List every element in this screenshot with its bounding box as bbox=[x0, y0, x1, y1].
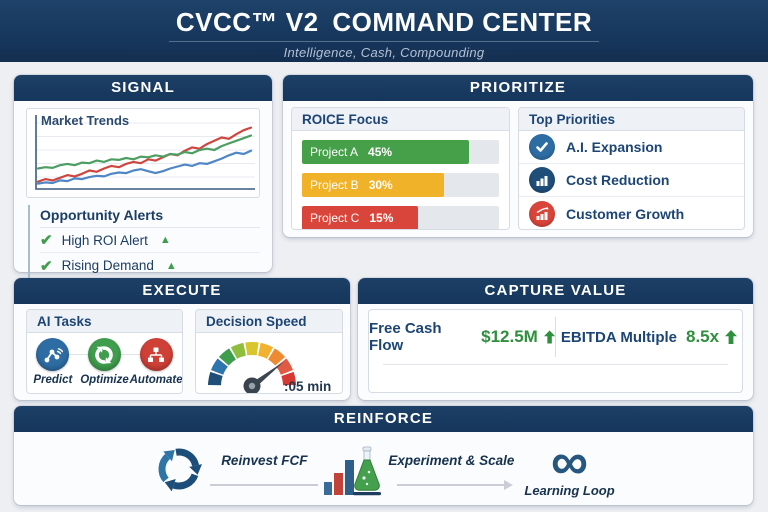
prioritize-panel-header: PRIORITIZE bbox=[283, 75, 753, 101]
ai-tasks-row: Predict Optimize bbox=[27, 333, 182, 386]
network-icon bbox=[36, 338, 70, 371]
recycle-icon bbox=[87, 338, 121, 371]
opportunity-alerts: Opportunity Alerts ✔ High ROI Alert ▲ ✔ … bbox=[28, 205, 260, 278]
ai-task-label: Automate bbox=[129, 374, 183, 386]
priority-label: Cost Reduction bbox=[566, 172, 670, 188]
metric-label: EBITDA Multiple bbox=[560, 328, 677, 346]
experiment-flask-icon bbox=[324, 446, 382, 496]
market-trends-card: Market Trends bbox=[26, 108, 260, 198]
roice-focus-title: ROICE Focus bbox=[292, 108, 509, 131]
ai-tasks-title: AI Tasks bbox=[27, 310, 182, 333]
flow-step-label: Experiment & Scale bbox=[388, 452, 515, 468]
capture-value-panel: CAPTURE VALUE Free Cash Flow $12.5M EBIT… bbox=[358, 278, 753, 400]
market-trends-chart bbox=[35, 115, 255, 190]
bar-value-label: 45% bbox=[368, 145, 393, 159]
top-priorities-card: Top Priorities A.I. Expansion Cost Reduc… bbox=[518, 107, 745, 230]
bar-value-label: 30% bbox=[368, 178, 393, 192]
priority-label: A.I. Expansion bbox=[566, 139, 663, 155]
metric-divider bbox=[555, 317, 556, 357]
bar-category-label: Project B bbox=[310, 178, 359, 192]
metric-ebitda-multiple: EBITDA Multiple 8.5x bbox=[556, 327, 742, 347]
growth-chart-icon bbox=[529, 200, 555, 227]
flow-connector-arrow bbox=[397, 479, 514, 490]
roice-bar-fill: Project B 30% bbox=[302, 173, 444, 197]
metric-value: 8.5x bbox=[686, 327, 720, 346]
roice-bar-chart: Project A 45% Project B 30% Project C 15… bbox=[292, 131, 509, 229]
ai-task-automate[interactable]: Automate bbox=[129, 338, 183, 386]
flow-connector-line bbox=[210, 483, 319, 486]
ai-task-predict[interactable]: Predict bbox=[27, 338, 78, 386]
priority-item-customer-growth[interactable]: Customer Growth bbox=[519, 197, 744, 229]
up-arrow-icon bbox=[543, 330, 555, 344]
roice-bar-track: Project B 30% bbox=[302, 173, 499, 197]
org-chart-icon bbox=[139, 338, 173, 371]
metric-value: $12.5M bbox=[481, 327, 538, 346]
capture-value-card: Free Cash Flow $12.5M EBITDA Multiple 8.… bbox=[368, 309, 743, 393]
top-priorities-title: Top Priorities bbox=[519, 108, 744, 131]
roice-bar-fill: Project C 15% bbox=[302, 206, 419, 229]
gauge-reading: :05 min bbox=[284, 379, 331, 394]
trend-up-icon: ▲ bbox=[165, 259, 177, 272]
signal-panel: SIGNAL Market Trends Opportunity Alerts … bbox=[14, 75, 272, 278]
ai-task-label: Predict bbox=[33, 374, 73, 386]
priority-item-ai-expansion[interactable]: A.I. Expansion bbox=[519, 131, 744, 164]
metrics-row: Free Cash Flow $12.5M EBITDA Multiple 8.… bbox=[369, 310, 742, 364]
roice-bar-track: Project A 45% bbox=[302, 140, 499, 164]
reinforce-panel-header: REINFORCE bbox=[14, 406, 753, 432]
decision-speed-title: Decision Speed bbox=[196, 310, 342, 333]
signal-panel-header: SIGNAL bbox=[14, 75, 272, 101]
cycle-icon bbox=[158, 448, 203, 492]
alert-label: High ROI Alert bbox=[61, 232, 148, 248]
app-subtitle: Intelligence, Cash, Compounding bbox=[283, 45, 485, 60]
app-header: CVCC™ V2 COMMAND CENTER Intelligence, Ca… bbox=[0, 0, 768, 62]
alert-row-rising-demand[interactable]: ✔ Rising Demand ▲ bbox=[40, 253, 260, 278]
priority-label: Customer Growth bbox=[566, 205, 685, 222]
check-icon: ✔ bbox=[40, 232, 53, 249]
app-title: CVCC™ V2 COMMAND CENTER bbox=[0, 7, 768, 38]
ai-task-optimize[interactable]: Optimize bbox=[79, 338, 130, 386]
flow-step-learning-loop: ∞ Learning Loop bbox=[524, 432, 615, 498]
infinity-icon: ∞ bbox=[550, 432, 589, 491]
roice-focus-card: ROICE Focus Project A 45% Project B 30% bbox=[291, 107, 510, 230]
decision-speed-gauge: :05 min bbox=[208, 342, 331, 394]
market-trends-title: Market Trends bbox=[41, 113, 130, 128]
opportunity-alerts-title: Opportunity Alerts bbox=[40, 205, 260, 228]
bar-value-label: 15% bbox=[369, 211, 394, 225]
alert-row-high-roi[interactable]: ✔ High ROI Alert ▲ bbox=[40, 228, 260, 253]
flow-step-label: Learning Loop bbox=[524, 482, 615, 498]
alert-label: Rising Demand bbox=[61, 258, 154, 273]
roice-bar-fill: Project A 45% bbox=[302, 140, 470, 164]
roice-bar-track: Project C 15% bbox=[302, 206, 499, 229]
execute-panel: EXECUTE AI Tasks Predict bbox=[14, 278, 350, 400]
capture-value-panel-header: CAPTURE VALUE bbox=[358, 278, 753, 304]
bar-category-label: Project C bbox=[310, 211, 360, 225]
check-icon: ✔ bbox=[40, 257, 53, 275]
flow-step-experiment: Experiment & Scale bbox=[388, 452, 515, 490]
execute-panel-header: EXECUTE bbox=[14, 278, 350, 304]
metric-label: Free Cash Flow bbox=[369, 320, 442, 354]
metric-free-cash-flow: Free Cash Flow $12.5M bbox=[369, 320, 555, 354]
flow-step-reinvest: Reinvest FCF bbox=[210, 452, 319, 486]
app-title-suffix: COMMAND CENTER bbox=[332, 7, 593, 37]
trend-up-icon: ▲ bbox=[159, 234, 171, 246]
app-title-brand: CVCC™ V2 bbox=[175, 7, 319, 37]
check-icon bbox=[529, 134, 555, 160]
reinforce-flow: Reinvest FCF Experiment & Scale ∞ Learni… bbox=[14, 432, 753, 504]
metrics-rule bbox=[383, 364, 728, 365]
prioritize-panel: PRIORITIZE ROICE Focus Project A 45% Pro… bbox=[283, 75, 753, 237]
flow-step-label: Reinvest FCF bbox=[221, 452, 308, 468]
up-arrow-icon bbox=[725, 330, 738, 344]
ai-task-label: Optimize bbox=[80, 374, 129, 386]
bar-chart-icon bbox=[529, 167, 555, 193]
bar-category-label: Project A bbox=[310, 145, 359, 159]
decision-speed-card: Decision Speed :05 min bbox=[195, 309, 343, 394]
title-divider bbox=[169, 41, 599, 42]
priority-item-cost-reduction[interactable]: Cost Reduction bbox=[519, 164, 744, 197]
ai-tasks-card: AI Tasks Predict bbox=[26, 309, 183, 394]
reinforce-panel: REINFORCE Reinvest FCF Experiment & Scal… bbox=[14, 406, 753, 505]
